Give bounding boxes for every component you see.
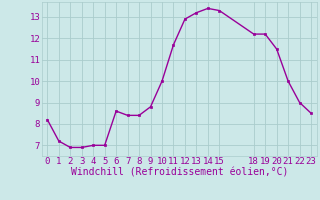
X-axis label: Windchill (Refroidissement éolien,°C): Windchill (Refroidissement éolien,°C) xyxy=(70,168,288,178)
